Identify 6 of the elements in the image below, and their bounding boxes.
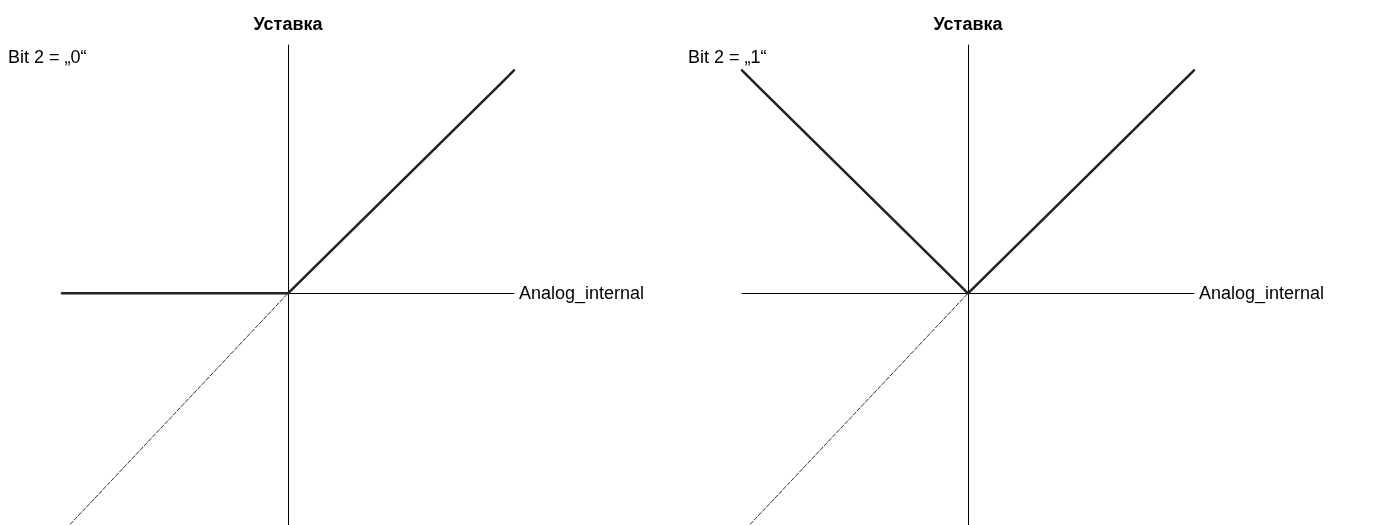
x-axis-title: Analog_internal <box>519 283 645 305</box>
y-axis-title: Уставка <box>933 14 1004 34</box>
x-axis-title: Analog_internal <box>1199 283 1325 305</box>
text: Bit 2 = „1“ <box>688 47 767 67</box>
y-axis-title: Уставка <box>253 14 324 34</box>
text: Bit 2 = „0“ <box>8 47 87 67</box>
